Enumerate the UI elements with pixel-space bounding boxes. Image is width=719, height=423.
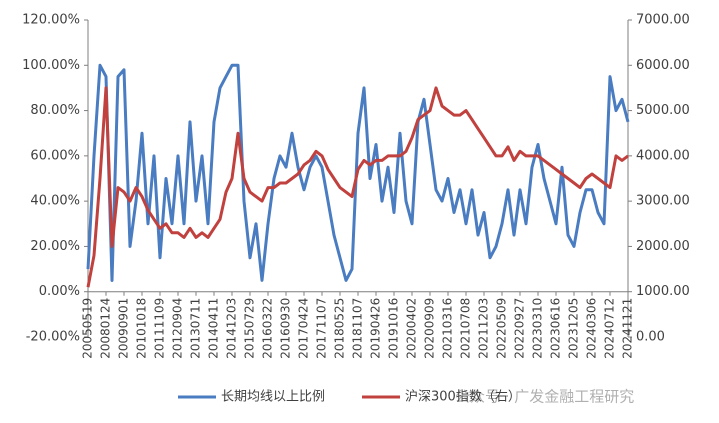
legend-label: 长期均线以上比例 (221, 390, 325, 405)
legend-label: 沪深300指数（右） (405, 389, 521, 405)
x-tick-label: 20211203 (477, 298, 491, 359)
x-tick-label: 20170424 (297, 298, 311, 359)
series-line (86, 86, 629, 288)
x-tick-label: 20231205 (567, 298, 581, 359)
y2-tick-label: 6000.00 (636, 58, 690, 73)
x-tick-label: 20120904 (171, 298, 185, 359)
x-tick-label: 20220509 (495, 298, 509, 359)
y-tick-label: 0.00% (39, 284, 80, 299)
x-tick-label: 20130711 (189, 298, 203, 359)
x-tick-label: 20210316 (441, 298, 455, 359)
x-tick-label: 20200909 (423, 298, 437, 359)
x-tick-label: 20150729 (243, 298, 257, 359)
x-tick-label: 20241121 (621, 298, 635, 359)
x-tick-label: 20210708 (459, 298, 473, 359)
y2-tick-label: 4000.00 (636, 148, 690, 163)
x-tick-label: 20101018 (135, 298, 149, 359)
y2-tick-label: 3000.00 (636, 194, 690, 209)
x-tick-label: 20220927 (513, 298, 527, 359)
y-tick-label: 60.00% (30, 148, 80, 163)
x-tick-label: 20230616 (549, 298, 563, 359)
x-tick-label: 20160930 (279, 298, 293, 359)
watermark: 公众号 · 广发金融工程研究 (455, 388, 634, 406)
y2-tick-label: 0.00 (636, 330, 665, 345)
x-tick-label: 20080124 (99, 298, 113, 359)
x-tick-label: 20180525 (333, 298, 347, 359)
x-tick-label: 20160322 (261, 298, 275, 359)
y-tick-label: 20.00% (30, 239, 80, 254)
x-tick-label: 20181107 (351, 298, 365, 359)
x-tick-label: 20050519 (81, 298, 95, 359)
x-tick-label: 20171107 (315, 298, 329, 359)
series-line (86, 63, 630, 282)
x-tick-label: 20090901 (117, 298, 131, 359)
y2-tick-label: 1000.00 (636, 284, 690, 299)
x-tick-label: 20141203 (225, 298, 239, 359)
x-tick-label: 20230310 (531, 298, 545, 359)
y-tick-label: 40.00% (30, 194, 80, 209)
y-tick-label: -20.00% (26, 330, 80, 345)
x-tick-label: 20140411 (207, 298, 221, 359)
y2-tick-label: 7000.00 (636, 13, 690, 28)
x-tick-label: 20191016 (387, 298, 401, 359)
y2-tick-label: 5000.00 (636, 103, 690, 118)
x-tick-label: 20240712 (603, 298, 617, 359)
x-tick-label: 20200402 (405, 298, 419, 359)
x-tick-label: 20190426 (369, 298, 383, 359)
y-tick-label: 80.00% (30, 103, 80, 118)
x-tick-label: 20240306 (585, 298, 599, 359)
y-tick-label: 100.00% (22, 58, 80, 73)
y2-tick-label: 2000.00 (636, 239, 690, 254)
y-tick-label: 120.00% (22, 13, 80, 28)
x-tick-label: 20111109 (153, 298, 167, 359)
